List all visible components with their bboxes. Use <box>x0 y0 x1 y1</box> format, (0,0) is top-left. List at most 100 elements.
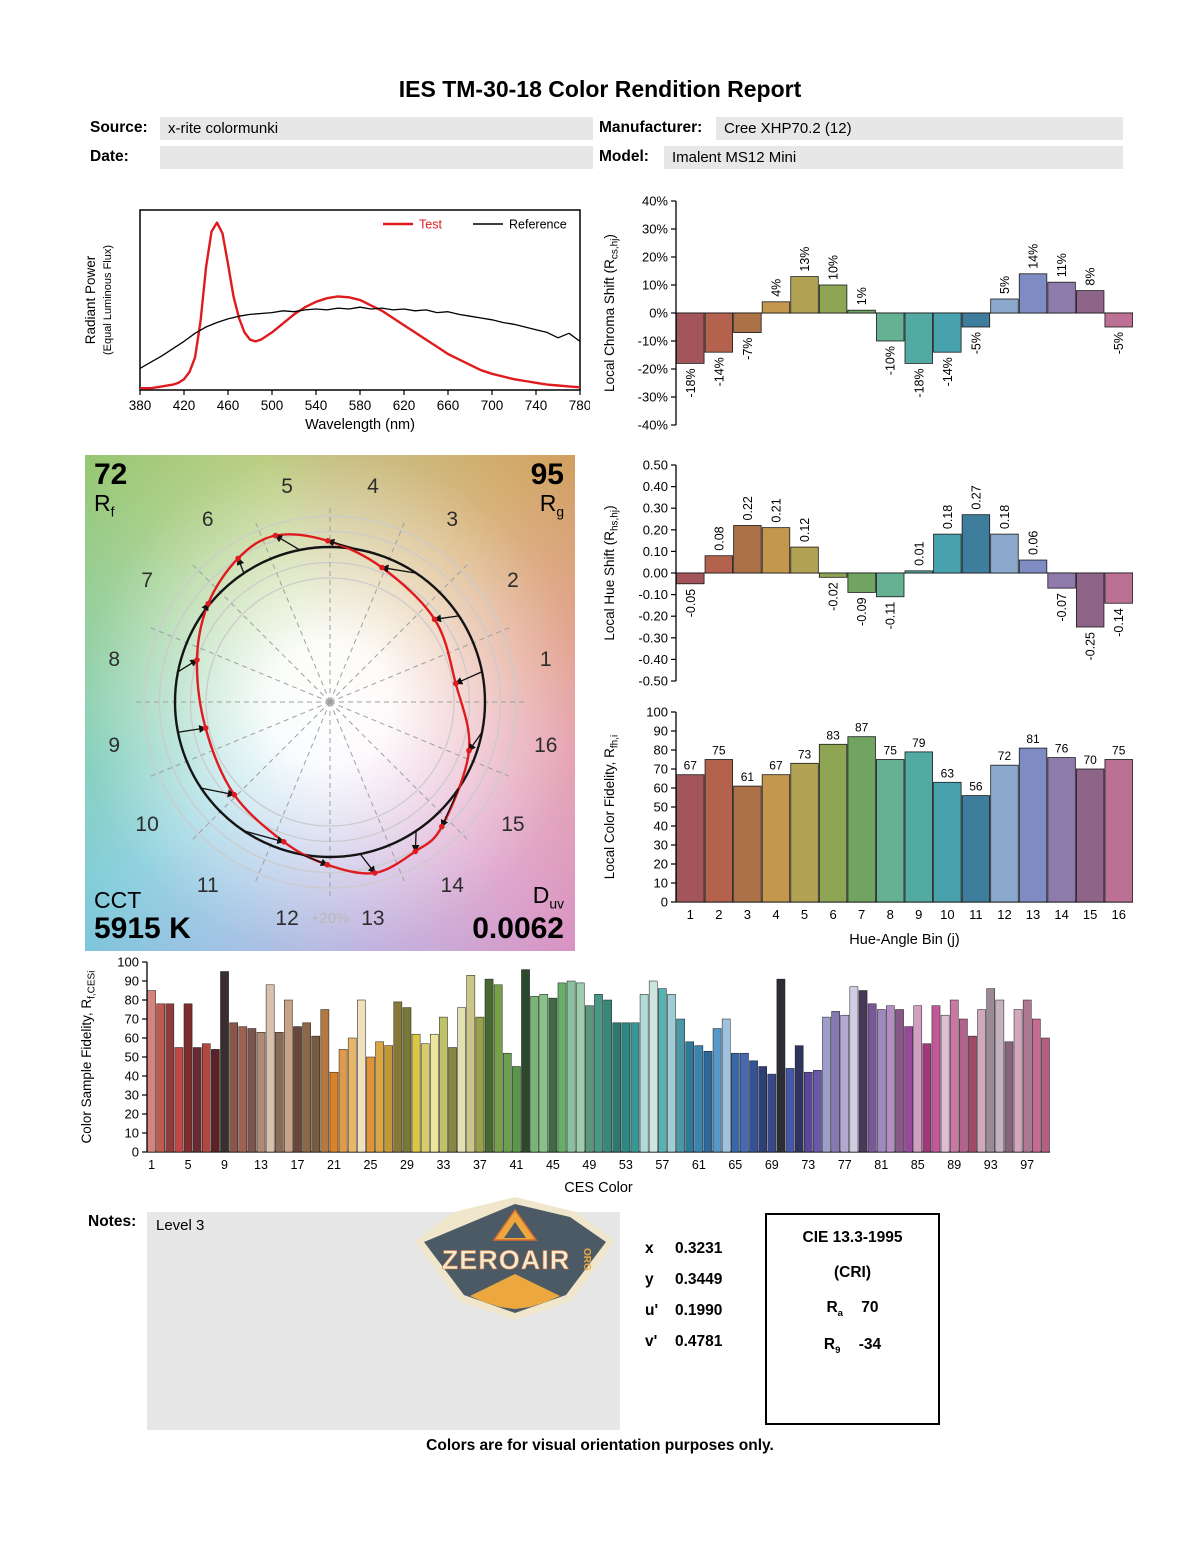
svg-text:85: 85 <box>911 1158 925 1172</box>
rf-symbol: Rf <box>94 489 115 520</box>
cri-box: CIE 13.3-1995 (CRI) Ra 70 R9 -34 <box>765 1213 940 1425</box>
svg-text:49: 49 <box>582 1158 596 1172</box>
svg-text:7: 7 <box>141 569 153 592</box>
svg-text:460: 460 <box>217 398 240 413</box>
svg-text:83: 83 <box>826 728 840 742</box>
svg-text:41: 41 <box>509 1158 523 1172</box>
logo-wordmark: ZEROAIR <box>442 1245 571 1275</box>
svg-text:780: 780 <box>569 398 590 413</box>
svg-text:67: 67 <box>769 759 783 773</box>
svg-text:80: 80 <box>654 743 668 758</box>
svg-text:16: 16 <box>534 734 557 757</box>
svg-text:14: 14 <box>441 874 465 897</box>
manufacturer-label: Manufacturer: <box>599 119 703 136</box>
svg-text:0.12: 0.12 <box>798 518 812 542</box>
svg-text:6: 6 <box>829 907 836 922</box>
svg-text:69: 69 <box>765 1158 779 1172</box>
svg-text:2: 2 <box>715 907 722 922</box>
cct-value: 5915 K <box>94 911 191 945</box>
rg-value: 95 <box>530 458 564 491</box>
date-label: Date: <box>90 148 129 165</box>
svg-text:61: 61 <box>741 770 755 784</box>
svg-text:740: 740 <box>525 398 548 413</box>
svg-text:89: 89 <box>947 1158 961 1172</box>
svg-text:10: 10 <box>940 907 954 922</box>
svg-text:80: 80 <box>125 993 139 1008</box>
svg-text:0: 0 <box>132 1145 139 1160</box>
svg-text:0.10: 0.10 <box>643 544 668 559</box>
svg-text:70: 70 <box>1083 753 1097 767</box>
svg-text:8: 8 <box>108 648 120 671</box>
svg-text:Local Chroma Shift (Rcs,hj): Local Chroma Shift (Rcs,hj) <box>602 234 621 392</box>
model-field: Imalent MS12 Mini <box>664 146 1123 169</box>
svg-text:4%: 4% <box>769 279 783 297</box>
duv-label: Duv <box>532 882 564 913</box>
svg-text:93: 93 <box>984 1158 998 1172</box>
svg-text:17: 17 <box>291 1158 305 1172</box>
svg-text:11: 11 <box>969 907 983 922</box>
rg-symbol: Rg <box>539 489 564 520</box>
svg-text:13: 13 <box>254 1158 268 1172</box>
svg-text:-18%: -18% <box>684 368 698 397</box>
svg-text:37: 37 <box>473 1158 487 1172</box>
svg-text:5: 5 <box>801 907 808 922</box>
svg-text:10: 10 <box>654 876 668 891</box>
svg-text:73: 73 <box>801 1158 815 1172</box>
svg-text:0.18: 0.18 <box>998 505 1012 529</box>
svg-text:11: 11 <box>197 874 219 897</box>
svg-text:61: 61 <box>692 1158 706 1172</box>
cri-r9-row: R9 -34 <box>823 1336 882 1357</box>
svg-text:90: 90 <box>125 974 139 989</box>
svg-text:63: 63 <box>941 766 955 780</box>
svg-text:12: 12 <box>275 907 298 930</box>
svg-text:56: 56 <box>969 780 983 794</box>
chromaticity-block: x 0.3231 y 0.3449 u' 0.1990 v' 0.4781 <box>645 1233 722 1357</box>
local-chroma-shift-chart: 40% 30% 20% 10% 0% -10% -20% -30% -40% -18% -14% -7… <box>602 194 1133 433</box>
chromaticity-u: u' 0.1990 <box>645 1301 723 1319</box>
svg-text:53: 53 <box>619 1158 633 1172</box>
svg-text:-0.14: -0.14 <box>1112 608 1126 637</box>
svg-text:-30%: -30% <box>638 390 669 405</box>
svg-text:100: 100 <box>117 955 139 970</box>
rg-score: 95 Rg <box>531 459 564 520</box>
spectral-power-distribution-chart: 380 420 460 500 540 580 620 660 700 740 780 Wavelen… <box>83 209 590 433</box>
svg-text:30: 30 <box>654 838 668 853</box>
svg-text:-0.11: -0.11 <box>884 602 898 630</box>
svg-text:97: 97 <box>1020 1158 1034 1172</box>
cct-readout: CCT 5915 K <box>94 888 191 944</box>
svg-text:5: 5 <box>281 475 293 498</box>
svg-text:13%: 13% <box>798 247 812 272</box>
svg-text:81: 81 <box>874 1158 888 1172</box>
svg-text:30: 30 <box>125 1088 139 1103</box>
svg-text:73: 73 <box>798 747 812 761</box>
svg-text:57: 57 <box>655 1158 669 1172</box>
svg-text:(Equal Luminous Flux): (Equal Luminous Flux) <box>102 245 114 355</box>
svg-text:5: 5 <box>185 1158 192 1172</box>
svg-text:40: 40 <box>125 1069 139 1084</box>
svg-text:-0.09: -0.09 <box>855 597 869 626</box>
svg-text:620: 620 <box>393 398 416 413</box>
svg-text:81: 81 <box>1026 732 1040 746</box>
date-field <box>160 146 593 169</box>
svg-text:0.22: 0.22 <box>741 496 755 520</box>
footer-disclaimer: Colors are for visual orientation purpos… <box>426 1437 774 1454</box>
svg-text:12: 12 <box>997 907 1011 922</box>
svg-text:9: 9 <box>915 907 922 922</box>
zeroair-logo: ZEROAIR ORG <box>408 1196 623 1321</box>
svg-text:-10%: -10% <box>884 346 898 375</box>
svg-text:500: 500 <box>261 398 284 413</box>
svg-text:9: 9 <box>221 1158 228 1172</box>
logo-peak-inner <box>504 1222 526 1238</box>
svg-text:40: 40 <box>654 819 668 834</box>
svg-text:100: 100 <box>646 705 668 720</box>
cri-subtitle: (CRI) <box>833 1264 872 1281</box>
svg-text:4: 4 <box>772 907 779 922</box>
svg-text:1: 1 <box>687 907 694 922</box>
svg-text:0.40: 0.40 <box>643 479 668 494</box>
svg-text:0.30: 0.30 <box>643 501 668 516</box>
svg-text:0.06: 0.06 <box>1027 531 1041 555</box>
svg-text:0.21: 0.21 <box>769 498 783 522</box>
source-label: Source: <box>90 119 148 136</box>
duv-value: 0.0062 <box>472 911 564 945</box>
